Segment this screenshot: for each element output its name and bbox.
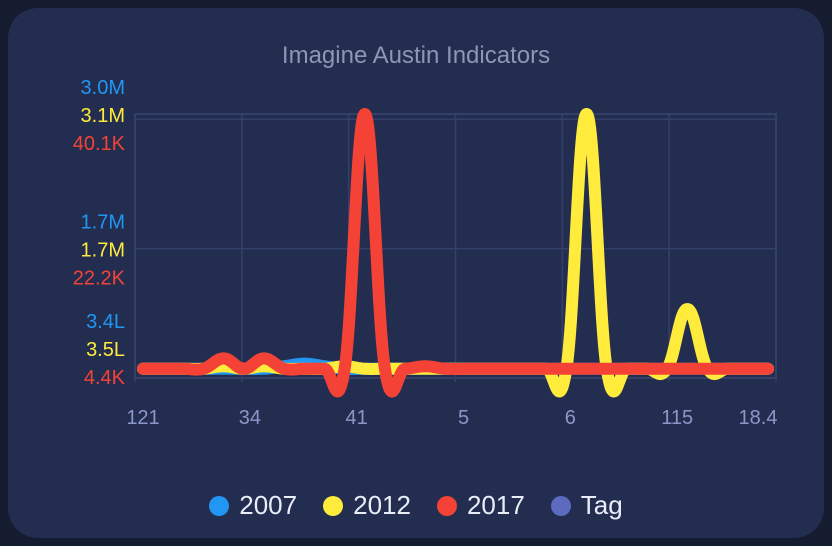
legend-dot-2012 — [323, 495, 344, 516]
x-tick-label: 41 — [346, 407, 368, 429]
legend-label-2017: 2017 — [466, 490, 525, 520]
series-line-2017 — [137, 108, 774, 398]
x-tick-label: 115 — [661, 407, 693, 429]
legend-item-2012[interactable]: 2012 — [323, 490, 411, 521]
legend-item-tag[interactable]: Tag — [550, 490, 623, 521]
legend-dot-2017 — [436, 495, 457, 516]
y-tick-label: 4.4K — [84, 367, 126, 389]
y-tick-label: 1.7M — [81, 240, 125, 262]
legend-item-2017[interactable]: 2017 — [436, 490, 525, 521]
grid — [134, 113, 777, 382]
chart-title: Imagine Austin Indicators — [281, 42, 551, 69]
y-tick-label: 3.4L — [86, 311, 125, 333]
x-tick-label: 5 — [458, 407, 469, 429]
legend-label-2012: 2012 — [353, 490, 411, 520]
legend-dot-tag — [550, 495, 571, 516]
y-axis-labels: 3.4L 1.7M 3.0M 3.5L 1.7M 3.1M 4.4K 22.2K 40.1K — [73, 77, 126, 389]
x-tick-label: 18.4 — [739, 407, 778, 429]
legend-label-2007: 2007 — [239, 490, 298, 520]
y-tick-label: 1.7M — [81, 212, 125, 234]
y-tick-label: 22.2K — [73, 268, 126, 290]
x-axis-labels: 121 34 41 5 6 115 18.4 — [126, 407, 777, 429]
y-tick-label: 3.1M — [81, 105, 125, 127]
y-tick-label: 3.0M — [81, 77, 125, 99]
legend-dot-2007 — [209, 495, 230, 516]
series-lines — [137, 108, 774, 398]
y-tick-label: 3.5L — [86, 339, 125, 361]
chart-card: Imagine Austin Indicators 3.4L 1.7M 3.0M 3.… — [8, 8, 824, 538]
y-tick-label: 40.1K — [73, 133, 126, 155]
line-chart: 3.4L 1.7M 3.0M 3.5L 1.7M 3.1M 4.4K 22.2K 40.1K 1… — [73, 77, 778, 429]
x-tick-label: 121 — [126, 407, 159, 429]
legend-item-2007[interactable]: 2007 — [209, 490, 297, 521]
legend: 2007 2012 2017 Tag — [8, 490, 824, 521]
x-tick-label: 6 — [565, 407, 576, 429]
legend-label-tag: Tag — [580, 490, 623, 520]
x-tick-label: 34 — [239, 407, 261, 429]
